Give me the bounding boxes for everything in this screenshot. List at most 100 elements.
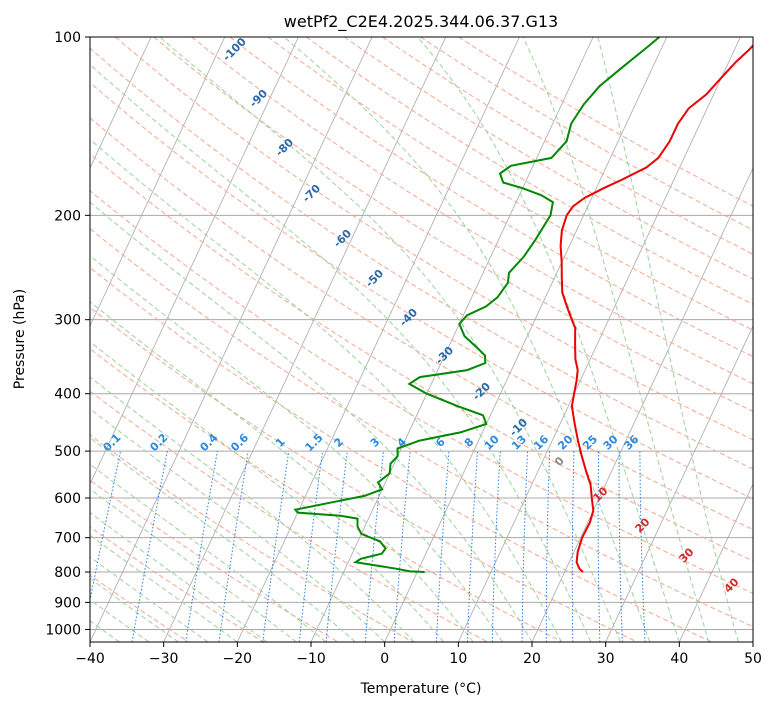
mixing-ratio-line <box>618 451 623 642</box>
mixing-ratio-label: 4 <box>394 435 409 450</box>
isotherm-line <box>457 37 741 642</box>
dry-adiabat-label: -30 <box>433 344 456 367</box>
x-tick-label: −40 <box>75 651 105 667</box>
moist-adiabat-line <box>90 63 592 642</box>
chart-title: wetPf2_C2E4.2025.344.06.37.G13 <box>284 12 558 32</box>
isotherm-line <box>678 483 753 642</box>
mixing-ratio-line <box>218 451 249 642</box>
x-tick-label: 20 <box>523 651 541 667</box>
dry-adiabat-label: -90 <box>247 87 270 110</box>
background-lines <box>0 37 753 642</box>
x-tick-label: 10 <box>449 651 467 667</box>
dry-adiabat-line <box>115 37 753 441</box>
moist-adiabat-label: 0 <box>552 454 567 469</box>
isotherm-line <box>605 325 753 642</box>
dry-adiabat-line <box>90 190 753 594</box>
moist-adiabat-label: 40 <box>722 575 742 595</box>
mixing-ratio-line <box>131 451 168 642</box>
isotherm-line <box>163 37 447 642</box>
dry-adiabat-line <box>229 37 753 358</box>
x-tick-label: 0 <box>380 651 389 667</box>
dewpoint-line <box>293 37 661 573</box>
moist-adiabat-line <box>90 341 444 642</box>
moist-adiabat-line <box>283 37 651 642</box>
dry-adiabat-line <box>267 37 753 331</box>
x-axis-label: Temperature (°C) <box>360 681 482 697</box>
mixing-ratio-line <box>491 451 501 642</box>
y-tick-label: 400 <box>54 387 81 403</box>
x-tick-label: −20 <box>223 651 253 667</box>
y-tick-label: 500 <box>54 444 81 460</box>
moist-adiabat-line <box>90 255 503 642</box>
moist-adiabat-line <box>90 138 562 642</box>
moist-adiabat-label: 30 <box>677 545 697 565</box>
mixing-ratio-line <box>521 451 529 642</box>
mixing-ratio-line <box>571 451 575 642</box>
dry-adiabat-line <box>90 228 753 628</box>
isotherm-line <box>752 641 753 642</box>
moist-adiabat-line <box>90 376 415 642</box>
dry-adiabat-line <box>90 390 488 642</box>
dry-adiabat-label: -80 <box>273 136 296 159</box>
isotherm-line <box>0 37 4 642</box>
isotherm-line <box>236 37 520 642</box>
dry-adiabat-line <box>90 47 753 470</box>
isotherm-line <box>90 37 226 327</box>
y-tick-label: 700 <box>54 531 81 547</box>
mixing-ratio-line <box>325 451 348 642</box>
mixing-ratio-label: 2 <box>332 435 347 450</box>
isotherm-line <box>90 37 299 485</box>
mixing-ratio-label: 36 <box>621 432 641 452</box>
plot-frame <box>89 36 754 643</box>
y-axis-label: Pressure (hPa) <box>12 289 28 389</box>
isotherm-line <box>384 37 668 642</box>
y-tick-label: 100 <box>54 30 81 46</box>
moist-adiabat-line <box>597 37 739 642</box>
dry-adiabat-line <box>90 267 712 642</box>
isotherm-line <box>90 37 152 169</box>
y-tick-label: 200 <box>54 208 81 224</box>
mixing-ratio-label: 3 <box>368 435 383 450</box>
dry-adiabat-line <box>90 117 753 531</box>
moist-adiabat-label: 20 <box>633 515 653 535</box>
profile-lines <box>293 37 753 573</box>
y-tick-label: 800 <box>54 565 81 581</box>
y-tick-label: 900 <box>54 595 81 611</box>
dry-adiabat-label: -20 <box>470 380 493 403</box>
moist-adiabat-line <box>90 463 327 642</box>
mixing-ratio-label: 25 <box>580 433 600 453</box>
x-tick-label: −30 <box>149 651 179 667</box>
moist-adiabat-line <box>522 37 710 642</box>
moist-adiabat-line <box>90 301 474 642</box>
inline-labels: -100-90-80-70-60-50-40-30-20-100.1 0.2 0.4… <box>101 37 742 596</box>
moist-adiabat-line <box>90 534 238 642</box>
mixing-ratio-line <box>545 451 551 642</box>
dry-adiabat-line <box>305 37 753 305</box>
dry-adiabat-label: -60 <box>331 227 354 250</box>
mixing-ratio-line <box>597 451 601 642</box>
dry-adiabat-line <box>90 574 190 642</box>
axes: −40 −30 −20 −10 0 10 20 30 40 5010020030040050060… <box>45 30 762 667</box>
dry-adiabat-line <box>90 348 563 642</box>
dry-adiabat-label: -40 <box>397 306 420 329</box>
x-tick-label: 50 <box>744 651 762 667</box>
dry-adiabat-line <box>90 307 638 642</box>
mixing-ratio-label: 1 <box>273 435 288 450</box>
isotherm-line <box>531 167 753 642</box>
moist-adiabat-line <box>417 37 680 642</box>
x-tick-label: −10 <box>296 651 326 667</box>
moist-adiabat-line <box>90 201 533 642</box>
moist-adiabat-line <box>90 577 179 642</box>
mixing-ratio-line <box>639 451 646 642</box>
dry-adiabat-line <box>90 81 753 500</box>
mixing-ratio-line <box>467 451 479 642</box>
x-tick-label: 40 <box>670 651 688 667</box>
mixing-ratio-line <box>435 451 450 642</box>
x-tick-label: 30 <box>597 651 615 667</box>
dry-adiabat-line <box>90 153 753 562</box>
mixing-ratio-line <box>90 451 121 603</box>
isotherm-line <box>90 37 373 642</box>
y-tick-label: 300 <box>54 313 81 329</box>
temperature-line <box>559 44 753 573</box>
